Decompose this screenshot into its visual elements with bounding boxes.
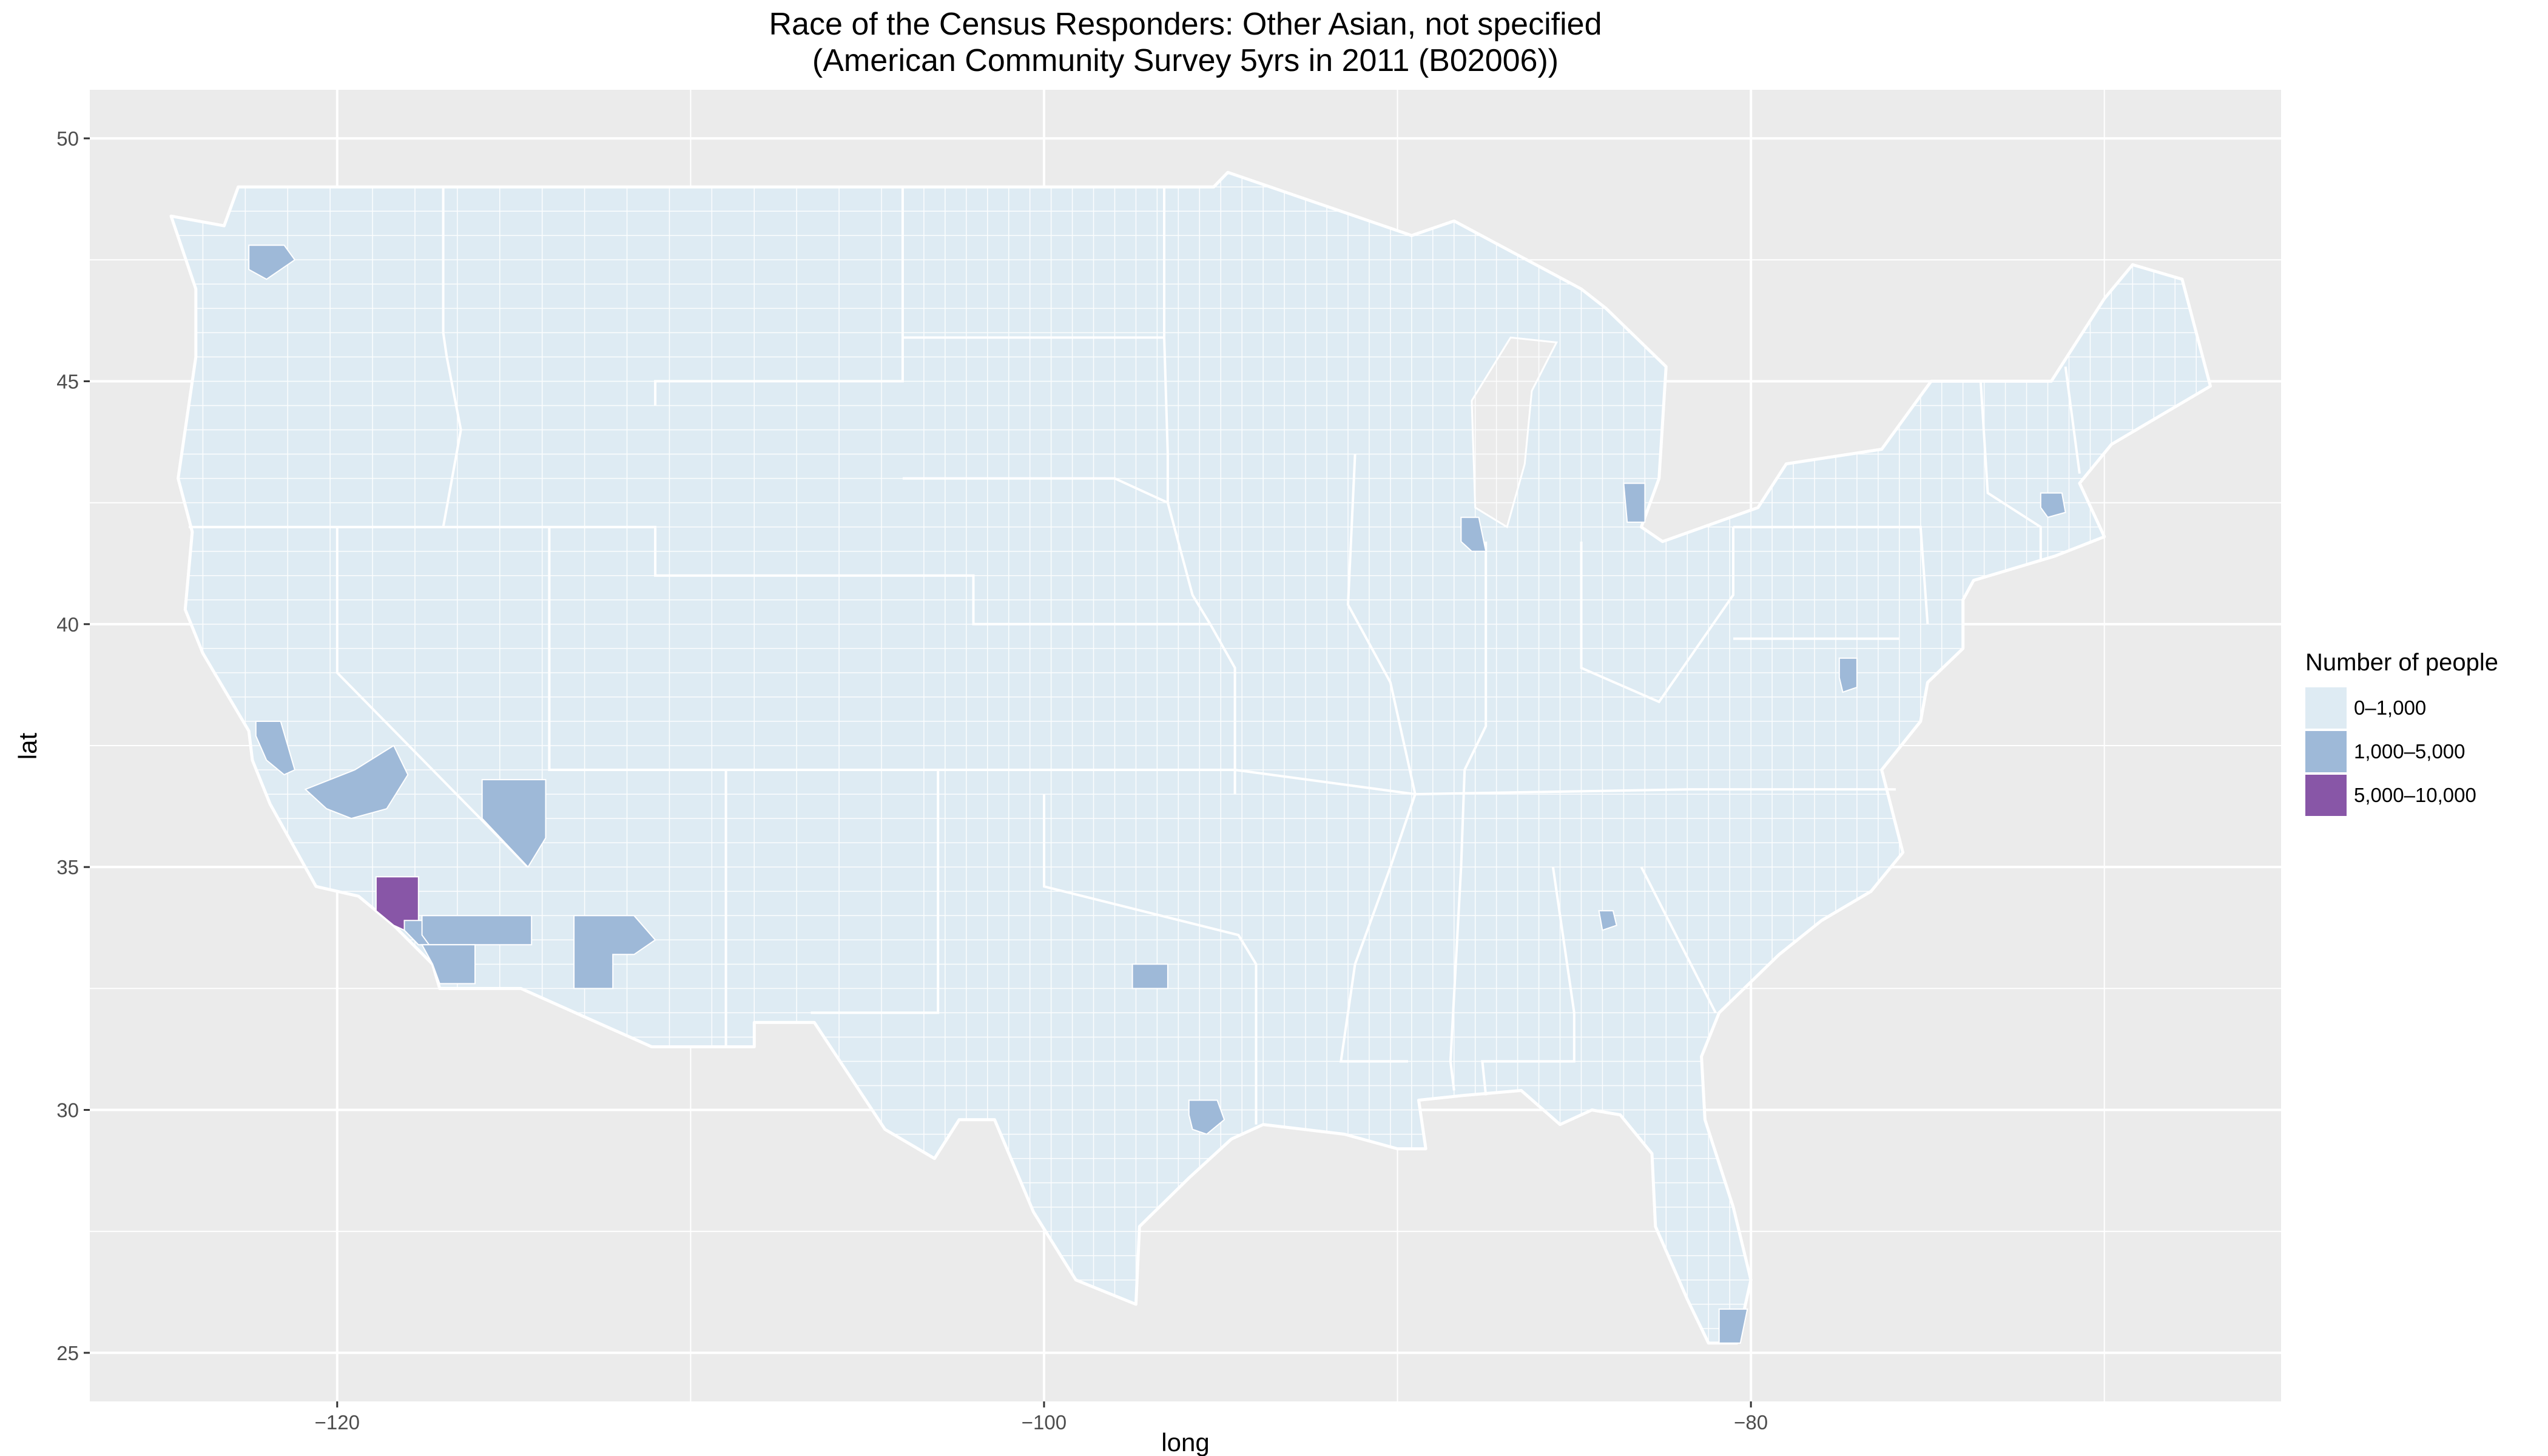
state-border bbox=[1733, 525, 1929, 624]
state-border bbox=[1449, 541, 1488, 1091]
county-miami-dade-fl bbox=[1718, 1308, 1748, 1344]
county-clark-county-nv bbox=[481, 779, 547, 868]
state-border bbox=[189, 525, 1210, 625]
county-san-diego-county-ca bbox=[420, 944, 476, 985]
y-tick-label: 40 bbox=[56, 613, 79, 636]
x-tick-label: −80 bbox=[1734, 1411, 1768, 1434]
state-border bbox=[2064, 366, 2081, 474]
legend-label: 0–1,000 bbox=[2354, 696, 2427, 719]
county-cook-county-il bbox=[1460, 516, 1487, 552]
state-border bbox=[1043, 794, 1258, 1125]
y-tick-label: 30 bbox=[56, 1099, 79, 1122]
state-border bbox=[442, 187, 462, 528]
county-king-county-wa bbox=[248, 244, 296, 280]
legend-title: Number of people bbox=[2305, 649, 2498, 676]
legend-item: 1,000–5,000 bbox=[2305, 730, 2548, 774]
legend-key bbox=[2305, 687, 2347, 729]
county-maricopa-county-az bbox=[573, 915, 656, 989]
state-border bbox=[811, 770, 940, 1014]
county-alameda-santa-clara-ca bbox=[255, 721, 296, 776]
chart-title-line-1: Race of the Census Responders: Other Asi… bbox=[769, 7, 1602, 42]
state-border bbox=[1979, 381, 2042, 561]
county-riverside-county-ca bbox=[421, 915, 533, 946]
legend-item: 0–1,000 bbox=[2305, 686, 2548, 730]
state-borders bbox=[189, 187, 2081, 1125]
y-axis: 25 30 35 40 45 50 bbox=[56, 127, 90, 1364]
county-fairfax-montgomery-va-md bbox=[1838, 657, 1858, 693]
x-axis-title: long bbox=[1161, 1428, 1209, 1456]
state-border bbox=[1481, 866, 1576, 1096]
x-tick-label: −100 bbox=[1022, 1411, 1067, 1434]
state-border bbox=[1163, 187, 1236, 795]
highlighted-counties bbox=[248, 244, 2066, 1344]
county-dallas-tarrant-tx bbox=[1131, 963, 1168, 989]
legend-label: 5,000–10,000 bbox=[2354, 784, 2476, 806]
legend-label: 1,000–5,000 bbox=[2354, 740, 2465, 763]
state-border bbox=[654, 187, 904, 406]
state-border bbox=[548, 527, 1896, 796]
y-tick-label: 45 bbox=[56, 370, 79, 393]
state-border bbox=[902, 477, 1168, 504]
legend-item: 5,000–10,000 bbox=[2305, 774, 2548, 817]
legend-key bbox=[2305, 731, 2347, 772]
legend-items: 0–1,000 1,000–5,000 5,000–10,000 bbox=[2305, 686, 2548, 817]
y-tick-label: 50 bbox=[56, 127, 79, 150]
county-gwinnett-ga bbox=[1598, 910, 1617, 931]
state-border bbox=[335, 527, 529, 868]
y-axis-title: lat bbox=[13, 732, 42, 760]
chart-title: Race of the Census Responders: Other Asi… bbox=[90, 6, 2281, 79]
county-fresno-tulare-ca bbox=[304, 744, 409, 820]
county-wayne-oakland-mi bbox=[1623, 482, 1646, 523]
lake-michigan bbox=[1471, 336, 1559, 529]
y-tick-label: 25 bbox=[56, 1342, 79, 1364]
county-harris-county-tx bbox=[1188, 1099, 1225, 1135]
state-border bbox=[1640, 866, 1717, 1014]
x-axis: −120 −100 −80 bbox=[315, 1401, 1768, 1434]
legend-key bbox=[2305, 775, 2347, 816]
y-tick-label: 35 bbox=[56, 856, 79, 878]
x-tick-label: −120 bbox=[315, 1411, 360, 1434]
state-border bbox=[1580, 527, 1734, 704]
chart-title-line-2: (American Community Survey 5yrs in 2011 … bbox=[812, 43, 1559, 78]
county-middlesex-ma bbox=[2040, 492, 2066, 518]
legend: Number of people 0–1,000 1,000–5,000 5,000… bbox=[2305, 649, 2548, 817]
state-border bbox=[1339, 454, 1417, 1063]
